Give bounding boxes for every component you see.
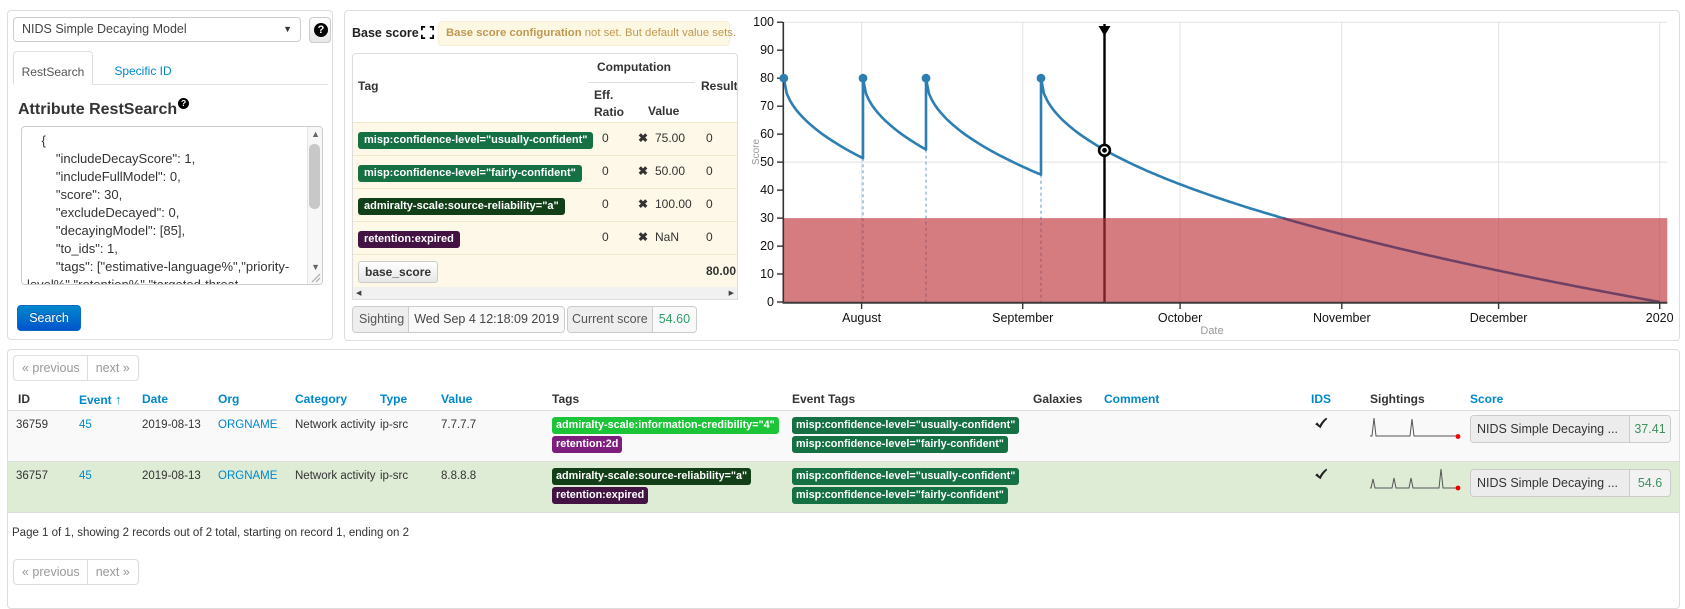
- svg-text:80: 80: [760, 71, 774, 85]
- svg-text:10: 10: [760, 267, 774, 281]
- svg-text:0: 0: [767, 295, 774, 309]
- svg-text:October: October: [1158, 311, 1202, 325]
- svg-text:2020: 2020: [1646, 311, 1674, 325]
- svg-text:30: 30: [760, 211, 774, 225]
- svg-text:90: 90: [760, 43, 774, 57]
- svg-text:60: 60: [760, 127, 774, 141]
- svg-text:70: 70: [760, 99, 774, 113]
- svg-text:Score: Score: [751, 139, 762, 166]
- svg-text:20: 20: [760, 239, 774, 253]
- svg-text:November: November: [1313, 311, 1371, 325]
- svg-text:40: 40: [760, 183, 774, 197]
- svg-text:100: 100: [753, 15, 774, 29]
- svg-text:Date: Date: [1200, 325, 1223, 337]
- svg-text:August: August: [842, 311, 881, 325]
- svg-text:September: September: [992, 311, 1053, 325]
- svg-text:December: December: [1470, 311, 1528, 325]
- svg-text:50: 50: [760, 155, 774, 169]
